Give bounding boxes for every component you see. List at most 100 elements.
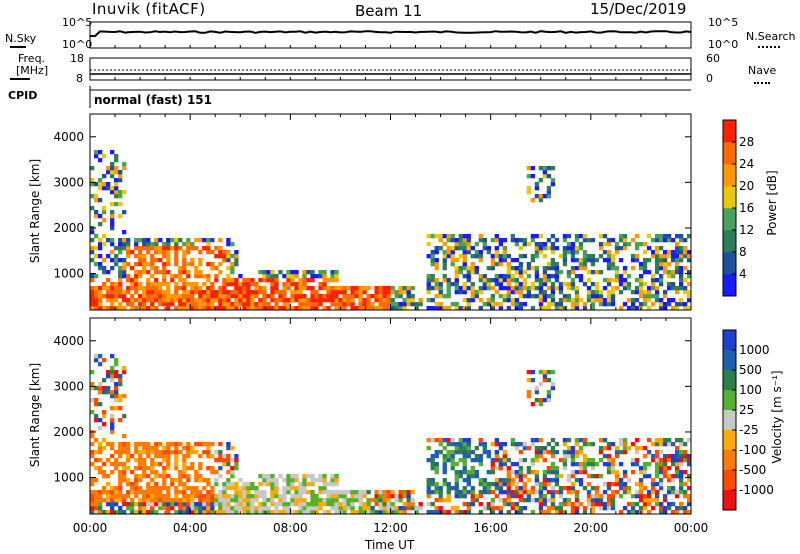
heatmap-cell (174, 238, 179, 243)
heatmap-cell (194, 286, 199, 291)
heatmap-cell (566, 234, 572, 239)
heatmap-cell (578, 242, 584, 247)
heatmap-cell (118, 450, 123, 455)
heatmap-cell (630, 266, 636, 271)
heatmap-cell (678, 474, 684, 479)
heatmap-cell (234, 458, 239, 463)
heatmap-cell (402, 290, 407, 295)
heatmap-cell (590, 302, 596, 307)
heatmap-cell (442, 278, 447, 283)
heatmap-cell (278, 502, 283, 507)
heatmap-cell (262, 494, 267, 499)
heatmap-cell (186, 290, 191, 295)
heatmap-cell (466, 474, 471, 479)
heatmap-cell (434, 262, 439, 267)
heatmap-cell (618, 478, 624, 483)
heatmap-cell (118, 278, 123, 283)
heatmap-cell (230, 510, 235, 515)
heatmap-cell (142, 270, 147, 275)
heatmap-cell (674, 462, 680, 467)
heatmap-cell (106, 482, 111, 487)
heatmap-cell (366, 298, 371, 303)
heatmap-cell (210, 466, 215, 471)
heatmap-cell (530, 166, 536, 171)
heatmap-cell (514, 278, 520, 283)
heatmap-cell (170, 238, 175, 243)
heatmap-cell (106, 166, 111, 171)
heatmap-cell (122, 162, 127, 167)
heatmap-cell (214, 266, 219, 271)
heatmap-cell (142, 450, 147, 455)
beam-title: Beam 11 (355, 2, 423, 20)
heatmap-cell (322, 270, 327, 275)
heatmap-cell (118, 194, 123, 199)
velocity-colorbar-swatch (723, 350, 736, 371)
heatmap-cell (98, 222, 103, 227)
heatmap-cell (622, 238, 628, 243)
heatmap-cell (610, 258, 616, 263)
heatmap-cell (478, 250, 483, 255)
heatmap-cell (578, 466, 584, 471)
heatmap-cell (542, 254, 548, 259)
heatmap-cell (138, 286, 143, 291)
heatmap-cell (126, 238, 131, 243)
heatmap-cell (118, 418, 123, 423)
heatmap-cell (606, 294, 612, 299)
heatmap-cell (610, 294, 616, 299)
heatmap-cell (154, 490, 159, 495)
heatmap-cell (118, 486, 123, 491)
power-colorbar-swatch (723, 252, 736, 275)
heatmap-cell (514, 282, 520, 287)
heatmap-cell (190, 506, 195, 511)
heatmap-cell (406, 502, 411, 507)
heatmap-cell (630, 442, 636, 447)
heatmap-cell (606, 302, 612, 307)
heatmap-cell (534, 286, 540, 291)
heatmap-cell (338, 502, 343, 507)
heatmap-cell (562, 502, 568, 507)
heatmap-cell (622, 482, 628, 487)
heatmap-cell (666, 454, 672, 459)
heatmap-cell (146, 494, 151, 499)
heatmap-cell (426, 282, 431, 287)
heatmap-cell (210, 294, 215, 299)
heatmap-cell (678, 482, 684, 487)
heatmap-cell (658, 478, 664, 483)
heatmap-cell (442, 254, 447, 259)
heatmap-cell (110, 302, 115, 307)
heatmap-cell (218, 506, 223, 511)
heatmap-cell (206, 250, 211, 255)
heatmap-cell (174, 274, 179, 279)
heatmap-cell (270, 270, 275, 275)
heatmap-cell (118, 242, 123, 247)
heatmap-cell (618, 258, 624, 263)
heatmap-cell (142, 286, 147, 291)
station-title: Inuvik (fitACF) (92, 0, 206, 18)
heatmap-cell (686, 474, 692, 479)
heatmap-cell (514, 258, 520, 263)
heatmap-cell (254, 286, 259, 291)
heatmap-cell (146, 454, 151, 459)
heatmap-cell (290, 474, 295, 479)
heatmap-cell (558, 474, 564, 479)
heatmap-cell (586, 474, 592, 479)
heatmap-cell (510, 234, 516, 239)
heatmap-cell (114, 246, 119, 251)
heatmap-cell (678, 246, 684, 251)
heatmap-cell (326, 278, 331, 283)
heatmap-cell (230, 306, 235, 311)
heatmap-cell (614, 474, 620, 479)
heatmap-cell (206, 510, 211, 515)
heatmap-cell (466, 490, 471, 495)
heatmap-cell (306, 270, 311, 275)
heatmap-cell (562, 250, 568, 255)
heatmap-cell (118, 250, 123, 255)
heatmap-cell (94, 458, 99, 463)
y-tick-label: 1000 (53, 471, 84, 485)
heatmap-cell (538, 178, 544, 183)
heatmap-cell (442, 294, 447, 299)
heatmap-cell (206, 454, 211, 459)
heatmap-cell (334, 302, 339, 307)
heatmap-cell (102, 410, 107, 415)
heatmap-cell (322, 478, 327, 483)
